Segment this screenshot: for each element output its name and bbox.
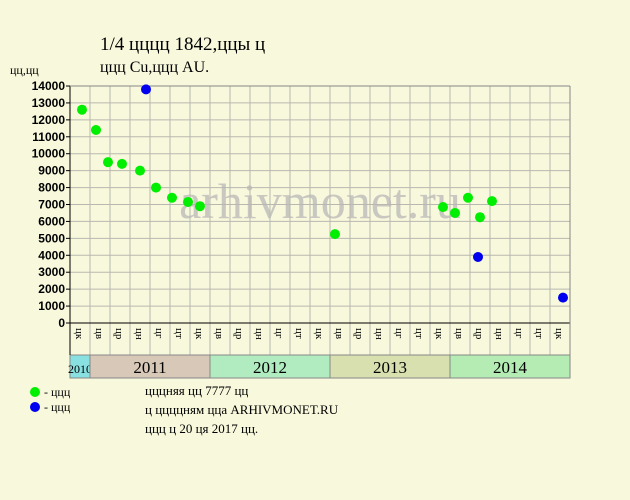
month-label: цг (153, 328, 165, 339)
y-tick-label: 4000 (38, 248, 65, 262)
point (330, 229, 340, 240)
point (151, 182, 161, 193)
point (167, 192, 177, 203)
month-label: цк (193, 328, 205, 340)
point (450, 207, 460, 218)
chart-subtitle: ццц Cu,ццц AU. (100, 59, 209, 76)
month-label: цн (493, 328, 505, 340)
y-tick-label: 12000 (32, 113, 66, 127)
month-label: цн (373, 328, 385, 340)
point (77, 104, 87, 115)
month-label: цк (313, 328, 325, 340)
year-label: 2014 (493, 358, 528, 377)
point (117, 158, 127, 169)
legend-marker (30, 402, 40, 412)
y-tick-label: 11000 (32, 130, 65, 144)
y-tick-label: 7000 (38, 198, 65, 212)
month-label: цр (473, 328, 485, 340)
legend-label: - ццц (44, 400, 71, 414)
y-tick-label: 14000 (32, 79, 66, 93)
month-label: цн (253, 328, 265, 340)
year-label: 2011 (133, 358, 166, 377)
y-tick-label: 1000 (38, 299, 65, 313)
y-tick-label: 13000 (32, 96, 66, 110)
point (135, 165, 145, 176)
month-label: цг (393, 328, 405, 339)
year-label: 2013 (373, 358, 407, 377)
point (438, 202, 448, 213)
month-label: цв (453, 328, 465, 339)
y-tick-label: 3000 (38, 265, 65, 279)
month-label: цг (513, 328, 525, 339)
point (558, 292, 568, 303)
month-label: цв (213, 328, 225, 339)
watermark: arhivmonet.ru (179, 173, 461, 229)
point (487, 196, 497, 207)
month-label: цр (353, 328, 365, 340)
point (183, 196, 193, 207)
month-label: цв (333, 328, 345, 339)
month-label: цт (293, 328, 305, 339)
month-label: цт (413, 328, 425, 339)
point (103, 157, 113, 168)
point (463, 192, 473, 203)
y-tick-label: 8000 (38, 181, 65, 195)
legend-marker (30, 387, 40, 397)
month-label: цт (173, 328, 185, 339)
year-label: 2010 (68, 362, 92, 376)
month-label: цг (273, 328, 285, 339)
year-band (449, 354, 571, 379)
month-label: цк (73, 328, 85, 340)
month-label: цн (133, 328, 145, 340)
note: ццц ц 20 ця 2017 цц. (145, 421, 258, 436)
point (473, 251, 483, 262)
legend-label: - ццц (44, 385, 71, 399)
point (91, 125, 101, 136)
point (141, 84, 151, 95)
y-tick-label: 10000 (32, 147, 66, 161)
y-tick-label: 9000 (38, 164, 65, 178)
note: ц ццццням цца ARHIVMONET.RU (145, 402, 339, 417)
y-tick-label: 0 (58, 316, 65, 330)
y-tick-label: 6000 (38, 214, 65, 228)
month-label: цр (233, 328, 245, 340)
note: цццняя цц 7777 цц (145, 383, 248, 398)
chart-title: 1/4 цццц 1842,ццы ц (100, 34, 265, 55)
y-tick-label: 2000 (38, 282, 65, 296)
month-label: цр (113, 328, 125, 340)
point (195, 201, 205, 212)
month-label: цт (533, 328, 545, 339)
y-axis-label: цц,цц (10, 63, 39, 77)
month-label: цв (93, 328, 105, 339)
y-tick-label: 5000 (38, 231, 65, 245)
month-label: цк (433, 328, 445, 340)
point (475, 212, 485, 223)
year-label: 2012 (253, 358, 287, 377)
month-label: цк (553, 328, 565, 340)
